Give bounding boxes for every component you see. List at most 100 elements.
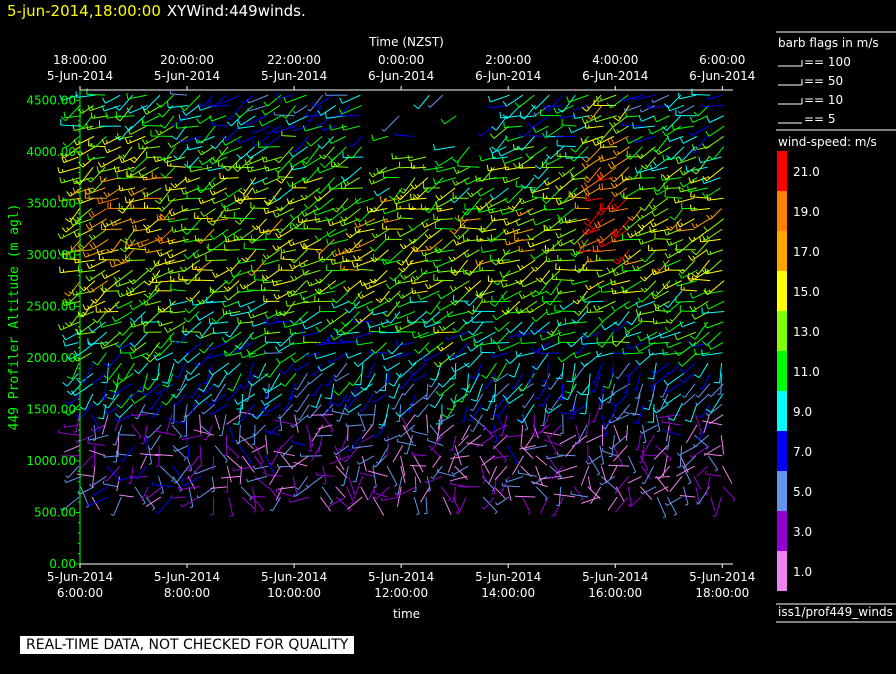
barb-half-flag: [403, 188, 407, 192]
barb-staff: [169, 269, 186, 274]
wind-barb: [345, 423, 363, 427]
wind-barb: [382, 171, 400, 179]
barb-staff: [97, 393, 108, 406]
barb-staff: [550, 373, 563, 390]
barb-flag: [261, 156, 265, 163]
barb-flag: [167, 237, 170, 244]
barb-half-flag: [295, 223, 299, 227]
barb-flag: [436, 346, 442, 352]
barb-staff: [268, 486, 280, 502]
barb-staff: [543, 404, 548, 426]
barb-flag: [598, 396, 603, 403]
barb-staff: [110, 239, 122, 254]
barb-flag: [184, 308, 190, 314]
barb-flag: [64, 298, 69, 304]
barb-half-flag: [149, 267, 153, 271]
barb-flag: [239, 352, 243, 358]
barb-half-flag: [255, 225, 259, 229]
barb-half-flag: [372, 464, 376, 468]
barb-half-flag: [310, 282, 313, 286]
barb-flag: [132, 225, 135, 232]
barb-staff: [358, 414, 375, 416]
barb-half-flag: [184, 468, 188, 472]
barb-staff: [442, 321, 456, 332]
barb-half-flag: [133, 219, 136, 223]
barb-half-flag: [586, 106, 590, 109]
wind-barb: [228, 424, 235, 442]
barb-staff: [164, 115, 175, 129]
wind-barb: [515, 269, 534, 285]
barb-half-flag: [68, 291, 72, 294]
wind-barb: [352, 476, 364, 495]
barb-flag: [263, 230, 269, 235]
barb-staff: [304, 125, 323, 132]
barb-staff: [303, 331, 320, 337]
barb-half-flag: [80, 199, 83, 203]
barb-flag: [410, 277, 413, 284]
wind-barb: [320, 496, 331, 512]
barb-flag: [265, 318, 268, 325]
wind-barb: [518, 373, 535, 392]
barb-half-flag: [66, 227, 70, 231]
barb-staff: [397, 476, 403, 495]
barb-half-flag: [333, 378, 337, 382]
barb-flag: [568, 127, 572, 133]
barb-half-flag: [327, 360, 331, 364]
barb-flag: [564, 317, 567, 324]
wind-barb: [347, 290, 363, 305]
wind-barb: [264, 336, 282, 343]
barb-staff: [357, 341, 373, 346]
barb-staff: [573, 228, 590, 245]
barb-staff: [555, 135, 576, 138]
barb-flag: [558, 329, 561, 336]
barb-half-flag: [499, 434, 503, 437]
barb-flag: [191, 299, 194, 306]
barb-staff: [454, 342, 469, 359]
barb-staff: [352, 445, 373, 449]
wind-barb: [211, 197, 228, 205]
barb-flag: [518, 293, 523, 299]
barb-half-flag: [146, 192, 149, 196]
barb-staff: [148, 280, 163, 299]
wind-barb: [505, 475, 524, 483]
barb-flag: [336, 328, 338, 335]
barb-staff: [316, 474, 334, 477]
barb-staff: [213, 94, 227, 108]
barb-flag: [198, 388, 204, 392]
barb-flag: [87, 188, 93, 194]
barb-staff: [120, 187, 135, 192]
barb-flag: [596, 350, 599, 357]
barb-flag: [526, 234, 532, 240]
wind-barb: [265, 471, 283, 477]
wind-barb: [288, 238, 309, 247]
barb-flag: [492, 280, 499, 286]
barb-flag: [57, 233, 62, 239]
barb-half-flag: [189, 297, 193, 300]
wind-barb: [86, 259, 107, 270]
barb-staff: [304, 156, 323, 168]
barb-half-flag: [65, 475, 69, 479]
barb-staff: [458, 218, 481, 222]
barb-half-flag: [211, 104, 214, 108]
barb-flag: [409, 296, 411, 303]
barb-flag: [371, 232, 376, 239]
barb-staff: [381, 496, 400, 501]
barb-staff: [493, 486, 506, 499]
barb-staff: [89, 280, 109, 294]
wind-barb: [573, 300, 591, 316]
wind-barb: [369, 349, 388, 354]
barb-staff: [601, 311, 616, 323]
wind-barb: [584, 122, 604, 129]
barb-staff: [103, 483, 119, 488]
wind-barb: [333, 362, 348, 378]
barb-flag: [239, 384, 245, 390]
barb-half-flag: [295, 487, 299, 491]
barb-staff: [289, 197, 306, 205]
barb-flag: [246, 165, 250, 172]
wind-barb: [125, 289, 147, 297]
wind-barb: [480, 362, 497, 379]
wind-barb: [514, 300, 538, 315]
wind-barb: [467, 403, 483, 422]
barb-staff: [264, 105, 281, 116]
barb-staff: [185, 105, 200, 116]
